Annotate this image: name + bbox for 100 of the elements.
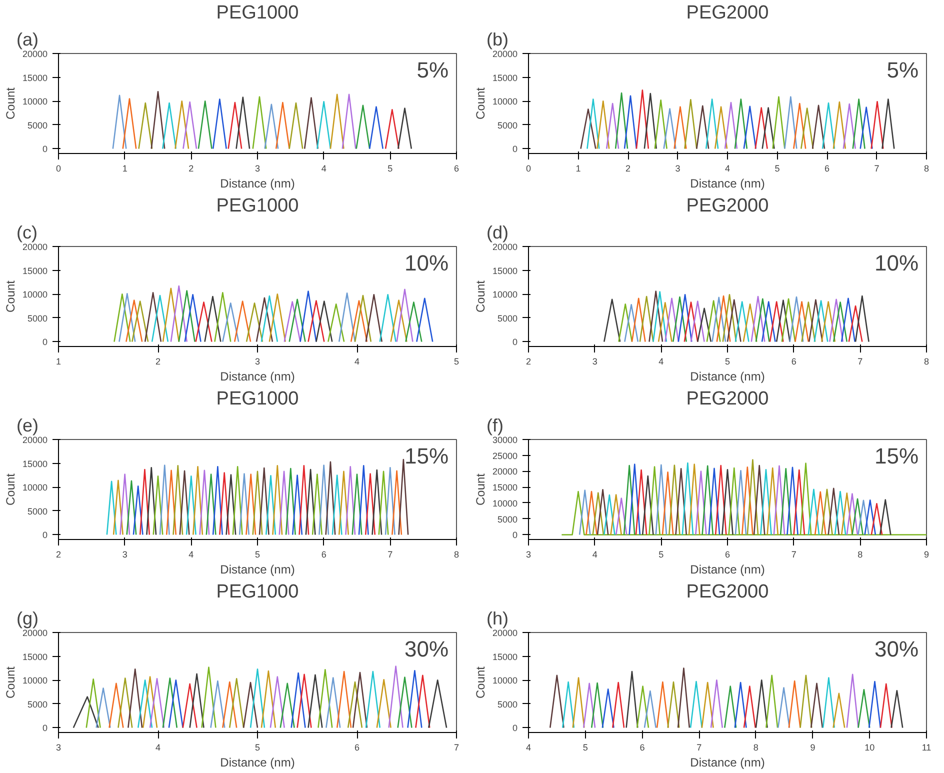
x-tick-label: 6 xyxy=(454,164,460,174)
x-axis-title: Distance (nm) xyxy=(220,756,295,770)
chart-title: PEG1000 xyxy=(216,582,299,602)
text: (c) xyxy=(16,222,38,242)
x-tick-label: 5 xyxy=(582,742,588,752)
y-tick-label: 10000 xyxy=(22,482,48,493)
y-tick-label: 15000 xyxy=(22,652,48,662)
x-axis-title: Distance (nm) xyxy=(220,562,295,576)
x-tick-label: 8 xyxy=(858,550,863,560)
y-tick-label: 5000 xyxy=(27,313,48,324)
x-tick-label: 8 xyxy=(924,164,930,174)
x-tick-label: 5 xyxy=(658,550,664,560)
y-tick-label: 10000 xyxy=(492,676,518,686)
x-axis-title: Distance (nm) xyxy=(690,176,765,190)
text: (g) xyxy=(16,608,38,628)
y-tick-label: 20000 xyxy=(22,628,48,638)
chart-title: PEG2000 xyxy=(686,2,769,24)
text: (b) xyxy=(486,30,508,50)
x-tick-label: 7 xyxy=(791,550,796,560)
y-tick-label: 5000 xyxy=(497,514,518,524)
y-tick-label: 10000 xyxy=(492,290,518,300)
y-axis-title: Count xyxy=(3,280,18,313)
x-tick-label: 6 xyxy=(791,356,796,366)
chart-title: PEG2000 xyxy=(686,196,769,216)
x-tick-label: 3 xyxy=(254,356,260,366)
y-axis-title: Count xyxy=(473,472,488,506)
x-tick-label: 9 xyxy=(810,742,816,752)
y-tick-label: 0 xyxy=(512,337,518,348)
y-tick-label: 15000 xyxy=(492,652,518,662)
y-tick-label: 0 xyxy=(42,337,48,348)
x-tick-label: 4 xyxy=(155,742,161,752)
y-tick-label: 5000 xyxy=(27,699,48,710)
text: (e) xyxy=(16,416,38,436)
x-tick-label: 5 xyxy=(724,356,730,366)
y-tick-label: 5000 xyxy=(497,120,518,130)
annotation: 15% xyxy=(404,444,449,468)
x-tick-label: 5 xyxy=(388,164,393,174)
y-tick-label: 0 xyxy=(42,144,48,154)
x-tick-label: 7 xyxy=(696,742,702,752)
y-tick-label: 0 xyxy=(512,144,518,154)
x-axis-title: Distance (nm) xyxy=(690,562,765,576)
x-tick-label: 2 xyxy=(625,164,631,174)
y-tick-label: 10000 xyxy=(22,290,48,300)
y-tick-label: 0 xyxy=(42,723,48,734)
annotation: 5% xyxy=(416,58,448,82)
x-tick-label: 6 xyxy=(724,550,730,560)
x-tick-label: 4 xyxy=(724,164,730,174)
text: (a) xyxy=(16,30,38,50)
x-tick-label: 8 xyxy=(454,550,460,560)
y-axis-title: Count xyxy=(473,666,488,699)
x-tick-label: 3 xyxy=(592,356,598,366)
x-tick-label: 4 xyxy=(658,356,664,366)
y-tick-label: 15000 xyxy=(22,458,48,469)
chart-title: PEG1000 xyxy=(216,388,299,410)
x-tick-label: 7 xyxy=(874,164,880,174)
x-axis-title: Distance (nm) xyxy=(220,176,295,190)
x-tick-label: 7 xyxy=(454,742,460,752)
y-tick-label: 10000 xyxy=(22,676,48,686)
y-axis-title: Count xyxy=(3,86,18,120)
x-tick-label: 11 xyxy=(922,742,932,752)
y-tick-label: 30000 xyxy=(492,435,518,445)
y-tick-label: 15000 xyxy=(492,266,518,276)
chart-title: PEG1000 xyxy=(216,2,299,24)
x-tick-label: 2 xyxy=(526,356,532,366)
y-tick-label: 0 xyxy=(512,530,518,540)
y-tick-label: 20000 xyxy=(22,242,48,252)
annotation: 10% xyxy=(874,250,919,276)
x-tick-label: 1 xyxy=(56,356,62,366)
y-axis-title: Count xyxy=(473,86,488,120)
y-tick-label: 0 xyxy=(512,723,518,734)
annotation: 30% xyxy=(874,636,919,662)
x-tick-label: 5 xyxy=(254,742,260,752)
y-tick-label: 20000 xyxy=(492,628,518,638)
x-tick-label: 4 xyxy=(354,356,360,366)
x-tick-label: 2 xyxy=(56,550,62,560)
annotation: 15% xyxy=(874,444,919,468)
y-tick-label: 5000 xyxy=(27,120,48,130)
y-tick-label: 20000 xyxy=(492,242,518,252)
y-axis-title: Count xyxy=(3,472,18,506)
x-tick-label: 4 xyxy=(321,164,326,174)
y-tick-label: 5000 xyxy=(27,506,48,516)
y-tick-label: 10000 xyxy=(492,96,518,107)
y-tick-label: 15000 xyxy=(492,482,518,493)
x-tick-label: 9 xyxy=(924,550,930,560)
x-axis-title: Distance (nm) xyxy=(220,370,295,384)
text: (h) xyxy=(486,608,508,628)
x-tick-label: 6 xyxy=(640,742,645,752)
x-tick-label: 4 xyxy=(592,550,598,560)
x-tick-label: 8 xyxy=(753,742,758,752)
text: (f) xyxy=(486,416,504,436)
y-tick-label: 15000 xyxy=(22,266,48,276)
text: (d) xyxy=(486,222,508,242)
y-tick-label: 0 xyxy=(42,530,48,540)
annotation: 30% xyxy=(404,636,449,662)
chart-title: PEG1000 xyxy=(216,196,299,216)
x-tick-label: 5 xyxy=(254,550,260,560)
y-tick-label: 15000 xyxy=(22,72,48,83)
x-tick-label: 7 xyxy=(858,356,863,366)
x-axis-title: Distance (nm) xyxy=(690,756,765,770)
chart-title: PEG2000 xyxy=(686,388,769,410)
